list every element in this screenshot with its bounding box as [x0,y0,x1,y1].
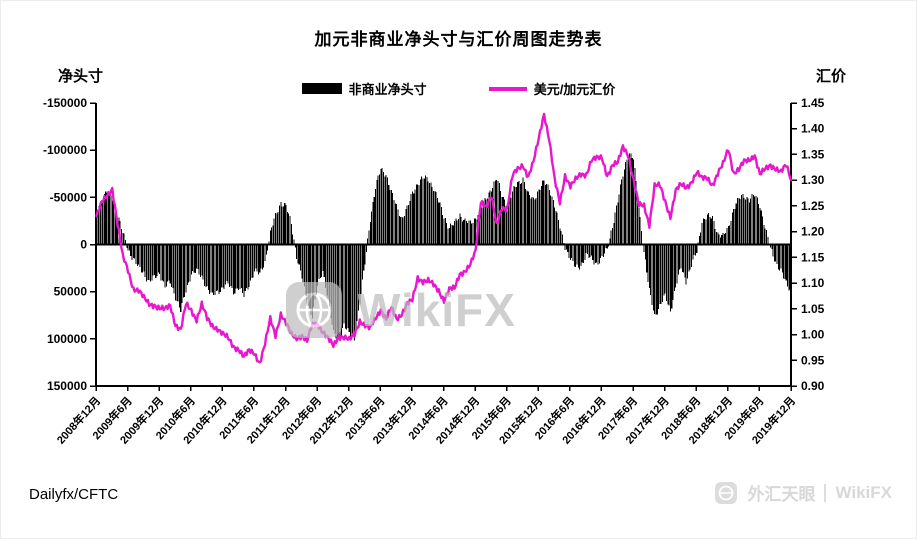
right-axis-tick-label: 1.10 [801,276,825,290]
exchange-rate-line [95,112,793,364]
bar-series-swatch-icon [301,83,342,94]
right-axis-tick-label: 1.15 [801,250,825,264]
left-axis-tick-label: -50000 [50,190,88,204]
legend-item-exchange-rate: 美元/加元汇价 [488,79,616,98]
right-axis-tick-label: 0.95 [801,353,825,367]
bar-series-label: 非商业净头寸 [348,82,427,97]
left-axis-tick-label: 150000 [47,379,87,393]
left-axis-tick-label: 50000 [54,285,88,299]
left-axis-title: 净头寸 [58,68,104,85]
right-axis-tick-label: 1.40 [801,122,825,136]
legend: 非商业净头寸 美元/加元汇价 [1,79,916,98]
right-axis-tick-label: 1.35 [801,147,825,161]
line-series-label: 美元/加元汇价 [533,82,616,97]
line-series-swatch-icon [488,86,527,91]
right-axis-tick-label: 1.25 [801,199,825,213]
right-axis-tick-label: 1.00 [801,328,825,342]
left-axis-tick-label: -150000 [43,96,87,110]
right-axis-tick-label: 0.90 [801,379,825,393]
right-axis-title: 汇价 [815,68,846,85]
right-axis-tick-label: 1.20 [801,225,825,239]
left-axis-tick-label: -100000 [43,143,87,157]
left-axis-tick-label: 100000 [47,332,87,346]
right-axis-tick-label: 1.30 [801,173,825,187]
chart-title: 加元非商业净头寸与汇价周图走势表 [314,30,603,49]
left-axis-tick-label: 0 [80,238,87,252]
legend-item-net-position: 非商业净头寸 [301,79,427,98]
right-axis-tick-label: 1.45 [801,96,825,110]
right-axis-tick-label: 1.05 [801,302,825,316]
source-label: Dailyfx/CFTC [29,486,119,503]
